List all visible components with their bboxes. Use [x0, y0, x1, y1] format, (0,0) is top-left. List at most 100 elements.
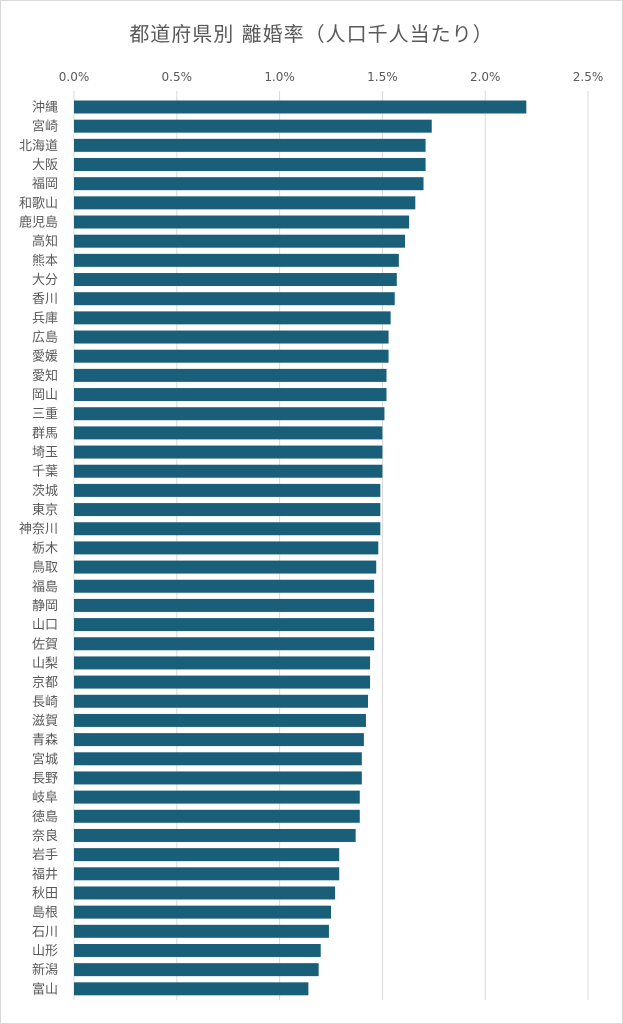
bar [74, 215, 410, 229]
category-label: 秋田 [32, 886, 58, 901]
bar [74, 273, 397, 287]
category-label: 静岡 [32, 599, 58, 614]
bar [74, 694, 369, 708]
category-label: 岡山 [32, 388, 58, 403]
bar [74, 100, 527, 114]
category-label: 北海道 [19, 139, 58, 154]
bar [74, 828, 356, 842]
category-label: 千葉 [32, 465, 58, 480]
bar [74, 292, 395, 306]
chart-title: 都道府県別 離婚率（人口千人当たり） [129, 22, 494, 46]
bar [74, 790, 360, 804]
category-label: 石川 [32, 925, 58, 940]
category-label: 和歌山 [19, 196, 58, 211]
bar [74, 426, 383, 440]
category-label: 富山 [32, 981, 58, 997]
bar [74, 445, 383, 459]
x-tick-label: 2.0% [470, 70, 501, 84]
bar [74, 464, 383, 478]
bar [74, 752, 362, 766]
category-label: 大分 [32, 273, 58, 288]
category-label: 鹿児島 [19, 215, 58, 231]
category-label: 福岡 [32, 177, 58, 192]
category-label: 福島 [32, 580, 58, 595]
bar [74, 733, 364, 747]
category-label: 神奈川 [19, 522, 58, 537]
category-label: 三重 [32, 406, 58, 422]
bar [74, 234, 406, 248]
x-tick-label: 0.0% [59, 70, 90, 84]
category-label: 宮崎 [32, 119, 58, 135]
bar [74, 388, 387, 402]
category-label: 山形 [32, 944, 58, 959]
bar [74, 982, 309, 996]
category-label: 青森 [32, 733, 58, 748]
category-label: 愛知 [32, 368, 58, 384]
bar [74, 138, 426, 152]
bar [74, 618, 375, 632]
bar [74, 867, 340, 881]
category-label: 山梨 [32, 656, 58, 671]
bar [74, 637, 375, 651]
x-tick-label: 0.5% [162, 70, 193, 84]
bar [74, 886, 336, 900]
category-label: 滋賀 [32, 714, 58, 729]
bar [74, 503, 381, 517]
bar [74, 368, 387, 382]
bar [74, 483, 381, 497]
bar [74, 656, 371, 670]
bar [74, 713, 366, 727]
bar [74, 848, 340, 862]
bars [74, 100, 527, 996]
category-label: 大阪 [32, 158, 58, 173]
bar [74, 963, 319, 977]
category-labels: 沖縄宮崎北海道大阪福岡和歌山鹿児島高知熊本大分香川兵庫広島愛媛愛知岡山三重群馬埼… [19, 101, 58, 998]
category-label: 山口 [32, 618, 58, 633]
bar [74, 177, 424, 191]
bar [74, 943, 321, 957]
category-label: 群馬 [32, 426, 58, 441]
category-label: 香川 [32, 292, 58, 307]
bar [74, 349, 389, 363]
category-label: 福井 [32, 867, 58, 882]
x-tick-labels: 0.0% 0.5% 1.0% 1.5% 2.0% 2.5% [59, 70, 604, 84]
category-label: 岐阜 [32, 790, 58, 806]
x-tick-label: 1.5% [367, 70, 398, 84]
bar [74, 253, 399, 267]
category-label: 広島 [32, 331, 58, 346]
category-label: 新潟 [32, 962, 58, 978]
bar [74, 675, 371, 689]
bar [74, 330, 389, 344]
category-label: 東京 [32, 502, 58, 518]
x-tick-label: 1.0% [264, 70, 295, 84]
category-label: 熊本 [32, 253, 58, 269]
category-label: 長野 [32, 771, 58, 786]
bar [74, 119, 432, 133]
category-label: 栃木 [32, 541, 58, 556]
bar [74, 196, 416, 210]
bar [74, 579, 375, 593]
bar [74, 924, 329, 938]
bar [74, 541, 379, 555]
bar [74, 560, 377, 574]
x-tick-label: 2.5% [573, 70, 604, 84]
category-label: 高知 [32, 234, 58, 250]
bar [74, 158, 426, 172]
bar [74, 522, 381, 536]
bar [74, 771, 362, 785]
category-label: 埼玉 [32, 446, 58, 461]
bar [74, 598, 375, 612]
category-label: 徳島 [32, 810, 58, 825]
bar [74, 809, 360, 823]
category-label: 茨城 [32, 484, 58, 499]
category-label: 佐賀 [32, 637, 58, 652]
bar [74, 407, 385, 421]
category-label: 沖縄 [32, 101, 58, 116]
category-label: 奈良 [32, 828, 58, 844]
category-label: 京都 [32, 676, 58, 691]
category-label: 長崎 [32, 695, 58, 710]
category-label: 愛媛 [32, 350, 58, 365]
category-label: 岩手 [32, 848, 58, 863]
category-label: 兵庫 [32, 311, 58, 326]
